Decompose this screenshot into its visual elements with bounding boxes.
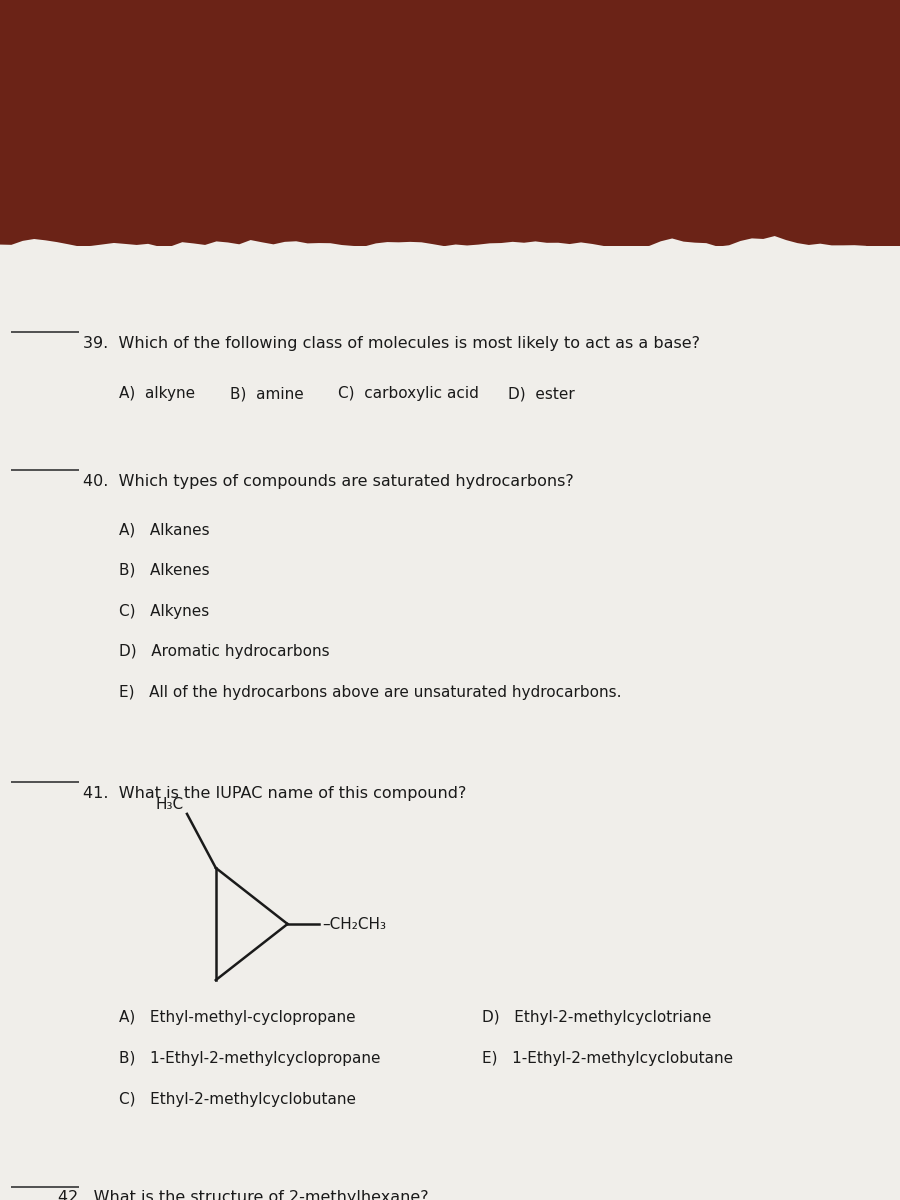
Text: C)  carboxylic acid: C) carboxylic acid	[338, 386, 479, 401]
Text: –CH₂CH₃: –CH₂CH₃	[322, 917, 386, 931]
Text: E)   1-Ethyl-2-methylcyclobutane: E) 1-Ethyl-2-methylcyclobutane	[482, 1051, 733, 1066]
Text: B)   1-Ethyl-2-methylcyclopropane: B) 1-Ethyl-2-methylcyclopropane	[119, 1051, 381, 1066]
Text: D)   Ethyl-2-methylcyclotriane: D) Ethyl-2-methylcyclotriane	[482, 1010, 711, 1025]
Text: A)  alkyne: A) alkyne	[119, 386, 195, 401]
Text: D)   Aromatic hydrocarbons: D) Aromatic hydrocarbons	[119, 644, 329, 660]
Text: C)   Alkynes: C) Alkynes	[119, 604, 209, 619]
Text: E)   All of the hydrocarbons above are unsaturated hydrocarbons.: E) All of the hydrocarbons above are uns…	[119, 685, 621, 701]
Text: D)  ester: D) ester	[508, 386, 575, 401]
Bar	[0, 246, 900, 1200]
Text: 41.  What is the IUPAC name of this compound?: 41. What is the IUPAC name of this compo…	[83, 786, 466, 802]
Text: A)   Alkanes: A) Alkanes	[119, 522, 210, 538]
Text: 40.  Which types of compounds are saturated hydrocarbons?: 40. Which types of compounds are saturat…	[83, 474, 573, 490]
Text: C)   Ethyl-2-methylcyclobutane: C) Ethyl-2-methylcyclobutane	[119, 1092, 356, 1106]
Text: 39.  Which of the following class of molecules is most likely to act as a base?: 39. Which of the following class of mole…	[83, 336, 700, 350]
Text: 42.  What is the structure of 2-methylhexane?: 42. What is the structure of 2-methylhex…	[58, 1190, 429, 1200]
Text: A)   Ethyl-methyl-cyclopropane: A) Ethyl-methyl-cyclopropane	[119, 1010, 356, 1025]
Text: H₃C: H₃C	[155, 797, 184, 811]
Text: B)   Alkenes: B) Alkenes	[119, 563, 210, 578]
Polygon shape	[0, 236, 900, 1200]
Text: B)  amine: B) amine	[230, 386, 303, 401]
